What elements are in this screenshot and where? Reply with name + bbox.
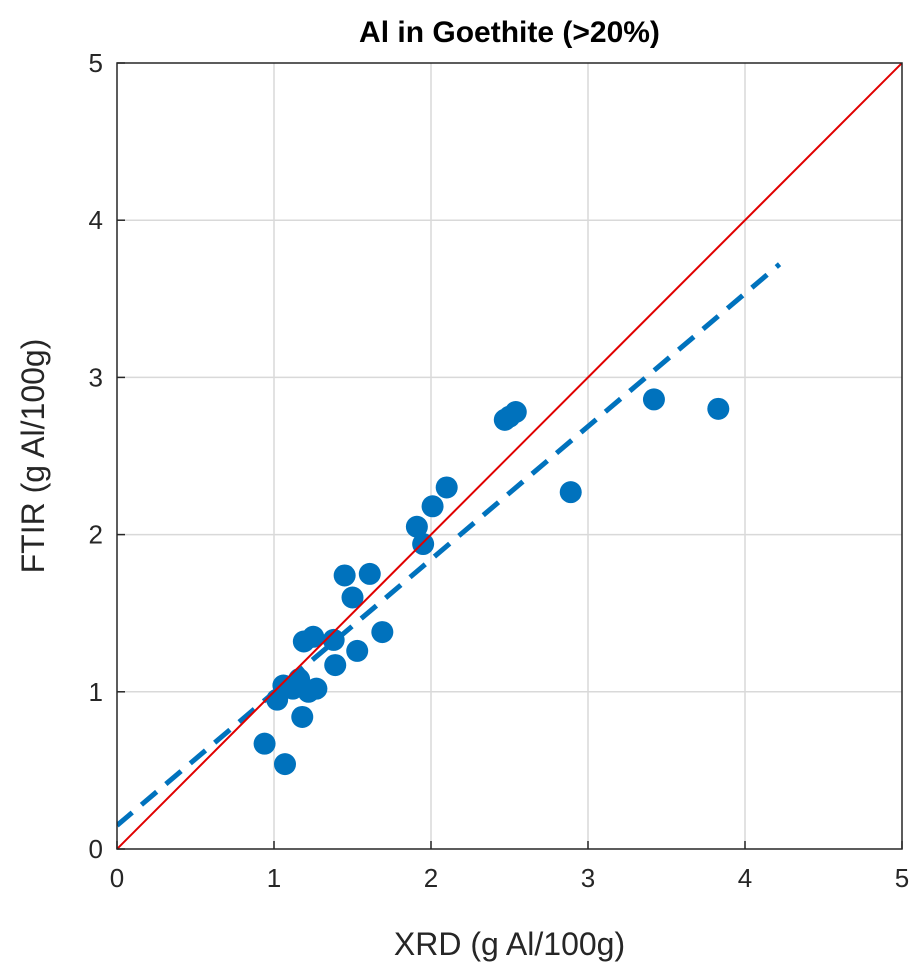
grid-lines: [117, 63, 902, 849]
x-tick-label: 5: [895, 863, 909, 893]
tick-labels: 0 1 2 3 4 5 0 1 2 3 4 5: [89, 48, 910, 893]
chart-title: Al in Goethite (>20%): [359, 16, 660, 49]
y-tick-label: 0: [89, 834, 103, 864]
scatter-point: [305, 677, 328, 700]
scatter-point: [642, 388, 665, 411]
x-tick-label: 4: [738, 863, 752, 893]
scatter-point: [302, 625, 325, 648]
y-tick-label: 4: [89, 205, 103, 235]
y-axis-label: FTIR (g Al/100g): [15, 339, 51, 574]
scatter-point: [324, 654, 347, 677]
scatter-point: [559, 481, 582, 504]
scatter-point: [371, 621, 394, 644]
scatter-point: [504, 400, 527, 423]
series-layer: [117, 63, 902, 849]
y-tick-label: 1: [89, 677, 103, 707]
x-axis-label: XRD (g Al/100g): [394, 926, 625, 962]
reference-line: [117, 63, 902, 849]
scatter-point: [322, 628, 345, 651]
scatter-point: [405, 515, 428, 538]
x-tick-label: 0: [110, 863, 124, 893]
scatter-point: [291, 705, 314, 728]
scatter-point: [412, 533, 435, 556]
y-tick-label: 5: [89, 48, 103, 78]
x-tick-label: 1: [267, 863, 281, 893]
x-tick-label: 2: [424, 863, 438, 893]
y-tick-label: 3: [89, 362, 103, 392]
scatter-point: [333, 564, 356, 587]
fit-line-dashed: [117, 262, 782, 828]
scatter-point: [253, 732, 276, 755]
scatter-point: [358, 562, 381, 585]
scatter-point: [421, 495, 444, 518]
scatter-point: [341, 586, 364, 609]
y-tick-label: 2: [89, 520, 103, 550]
scatter-point: [346, 639, 369, 662]
plot-area-frame: [116, 62, 903, 850]
scatter-point: [273, 753, 296, 776]
scatter-point: [707, 397, 730, 420]
x-tick-label: 3: [581, 863, 595, 893]
scatter-point: [435, 476, 458, 499]
